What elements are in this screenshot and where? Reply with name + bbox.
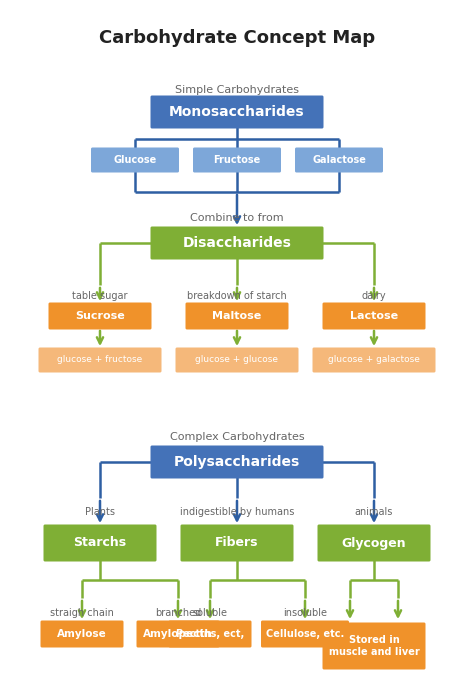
Text: Pectins, ect,: Pectins, ect, bbox=[176, 629, 244, 639]
FancyBboxPatch shape bbox=[175, 348, 299, 373]
Text: Complex Carbohydrates: Complex Carbohydrates bbox=[170, 432, 304, 442]
Text: glucose + glucose: glucose + glucose bbox=[195, 355, 279, 364]
FancyBboxPatch shape bbox=[151, 95, 323, 128]
FancyBboxPatch shape bbox=[38, 348, 162, 373]
FancyBboxPatch shape bbox=[312, 348, 436, 373]
Text: branched: branched bbox=[155, 608, 201, 618]
FancyBboxPatch shape bbox=[261, 620, 349, 647]
Text: Sucrose: Sucrose bbox=[75, 311, 125, 321]
FancyBboxPatch shape bbox=[181, 524, 293, 562]
FancyBboxPatch shape bbox=[318, 524, 430, 562]
Text: Amylose: Amylose bbox=[57, 629, 107, 639]
Text: Simple Carbohydrates: Simple Carbohydrates bbox=[175, 85, 299, 95]
Text: Plants: Plants bbox=[85, 507, 115, 517]
FancyBboxPatch shape bbox=[137, 620, 219, 647]
Text: Starchs: Starchs bbox=[73, 537, 127, 549]
FancyBboxPatch shape bbox=[151, 226, 323, 259]
Text: Lactose: Lactose bbox=[350, 311, 398, 321]
Text: Polysaccharides: Polysaccharides bbox=[174, 455, 300, 469]
Text: indigestible by humans: indigestible by humans bbox=[180, 507, 294, 517]
FancyBboxPatch shape bbox=[168, 620, 252, 647]
Text: Combine to from: Combine to from bbox=[190, 213, 284, 223]
FancyBboxPatch shape bbox=[185, 302, 289, 330]
Text: dairy: dairy bbox=[362, 291, 386, 301]
Text: Monosaccharides: Monosaccharides bbox=[169, 105, 305, 119]
FancyBboxPatch shape bbox=[193, 148, 281, 172]
FancyBboxPatch shape bbox=[295, 148, 383, 172]
Text: Amylopecth: Amylopecth bbox=[143, 629, 213, 639]
Text: table sugar: table sugar bbox=[72, 291, 128, 301]
Text: Fibers: Fibers bbox=[215, 537, 259, 549]
Text: animals: animals bbox=[355, 507, 393, 517]
FancyBboxPatch shape bbox=[322, 302, 426, 330]
Text: breakdown of starch: breakdown of starch bbox=[187, 291, 287, 301]
FancyBboxPatch shape bbox=[40, 620, 124, 647]
Text: Glucose: Glucose bbox=[113, 155, 156, 165]
FancyBboxPatch shape bbox=[48, 302, 152, 330]
Text: Disaccharides: Disaccharides bbox=[182, 236, 292, 250]
Text: straigh chain: straigh chain bbox=[50, 608, 114, 618]
Text: Glycogen: Glycogen bbox=[342, 537, 406, 549]
Text: Cellulose, etc.: Cellulose, etc. bbox=[266, 629, 344, 639]
FancyBboxPatch shape bbox=[322, 622, 426, 669]
Text: Carbohydrate Concept Map: Carbohydrate Concept Map bbox=[99, 29, 375, 47]
Text: Galactose: Galactose bbox=[312, 155, 366, 165]
Text: glucose + galactose: glucose + galactose bbox=[328, 355, 420, 364]
FancyBboxPatch shape bbox=[44, 524, 156, 562]
Text: Fructose: Fructose bbox=[213, 155, 261, 165]
Text: Maltose: Maltose bbox=[212, 311, 262, 321]
FancyBboxPatch shape bbox=[151, 446, 323, 478]
Text: insoluble: insoluble bbox=[283, 608, 327, 618]
FancyBboxPatch shape bbox=[91, 148, 179, 172]
Text: glucose + fructose: glucose + fructose bbox=[57, 355, 143, 364]
Text: Stored in
muscle and liver: Stored in muscle and liver bbox=[328, 635, 419, 657]
Text: soluble: soluble bbox=[192, 608, 228, 618]
